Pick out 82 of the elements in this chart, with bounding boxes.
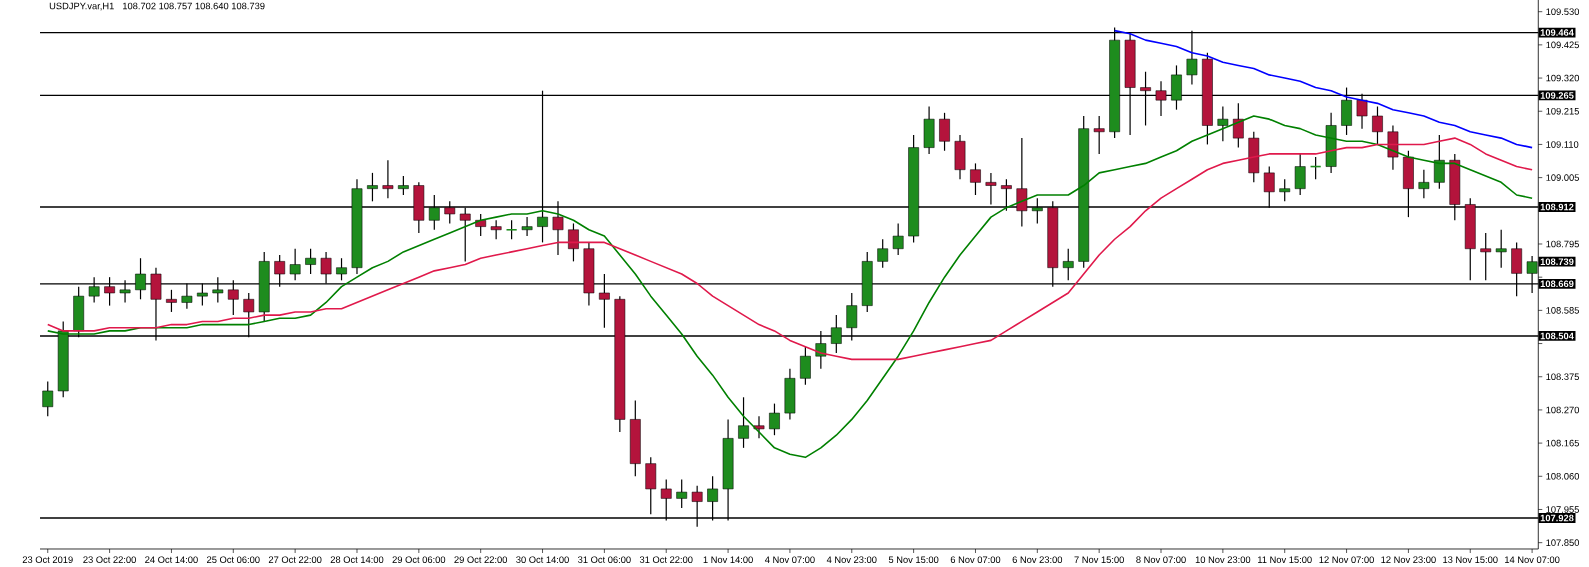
y-tick-label: 109.530 [1546, 8, 1580, 15]
ref-line-label: 109.265 [1540, 92, 1574, 99]
candlestick [1294, 153, 1306, 196]
candlestick [568, 222, 579, 262]
x-tick-label: 6 Nov 07:00 [950, 556, 1001, 563]
x-tick-label: 5 Nov 15:00 [888, 556, 939, 563]
x-tick-label: 25 Oct 06:00 [207, 556, 260, 563]
x-tick-label: 4 Nov 23:00 [826, 556, 877, 563]
y-tick-label: 109.425 [1546, 41, 1579, 49]
candlestick [1232, 102, 1244, 149]
line-series [1113, 29, 1533, 149]
x-tick-label: 23 Oct 22:00 [83, 556, 136, 563]
candlestick [166, 289, 177, 313]
y-tick-label: 108.795 [1546, 240, 1579, 248]
candlestick [521, 216, 533, 237]
ref-line-label: 108.504 [1540, 332, 1574, 340]
candlestick [753, 415, 765, 439]
text: 108.739 [1540, 258, 1574, 265]
y-tick-label: 108.165 [1546, 439, 1579, 447]
candlestick [1372, 105, 1383, 146]
ref-line-label: 108.912 [1540, 203, 1574, 211]
candlestick [1433, 134, 1445, 190]
candlestick [738, 396, 749, 449]
y-tick-label: 108.270 [1546, 406, 1580, 414]
y-tick-label: 107.955 [1546, 506, 1579, 513]
x-tick-label: 31 Oct 22:00 [639, 556, 693, 563]
y-tick-label: 107.850 [1546, 539, 1580, 546]
candlestick [800, 346, 811, 386]
candlestick [289, 248, 301, 281]
candlestick [1279, 178, 1291, 202]
candlestick [1093, 115, 1105, 155]
candlestick [877, 238, 889, 269]
candlestick [305, 248, 316, 275]
ref-line-label: 108.669 [1540, 280, 1574, 288]
candlestick [676, 478, 688, 509]
x-tick-label: 24 Oct 14:00 [145, 556, 198, 563]
x-tick-label: 13 Nov 15:00 [1443, 556, 1498, 563]
chart-title: USDJPY.var,H1 [49, 2, 114, 11]
candlestick [892, 222, 904, 256]
chart-subtitle: 108.702 108.757 108.640 108.739 [123, 2, 265, 10]
x-tick-label: 7 Nov 15:00 [1074, 556, 1124, 563]
candlestick [367, 172, 378, 202]
x-tick-label: 27 Oct 22:00 [268, 556, 322, 563]
x-tick-label: 1 Nov 14:00 [703, 556, 753, 563]
candlestick [1495, 229, 1507, 269]
y-tick-label: 109.320 [1546, 74, 1580, 82]
x-tick-label: 11 Nov 15:00 [1258, 556, 1312, 563]
y-tick-label: 108.585 [1546, 307, 1579, 314]
candlestick [505, 219, 518, 240]
x-tick-label: 10 Nov 23:00 [1195, 556, 1251, 563]
candlestick [42, 380, 54, 417]
x-tick-label: 31 Oct 06:00 [578, 556, 631, 563]
candlestick [985, 172, 997, 206]
y-tick-label: 108.375 [1546, 373, 1579, 381]
y-tick-label: 108.060 [1546, 473, 1580, 480]
y-tick-label: 109.110 [1546, 141, 1579, 148]
candlestick [1480, 232, 1492, 281]
candlestick [769, 403, 780, 436]
candlestick [382, 159, 394, 199]
y-tick-label: 109.005 [1546, 174, 1579, 181]
x-tick-label: 8 Nov 07:00 [1136, 556, 1186, 563]
y-tick-label: 109.215 [1546, 107, 1579, 115]
candlestick [490, 219, 502, 240]
ref-line-label: 109.464 [1540, 29, 1574, 36]
x-tick-label: 12 Nov 07:00 [1319, 556, 1374, 563]
candlestick [398, 175, 409, 196]
x-tick-label: 4 Nov 07:00 [764, 556, 815, 563]
candlestick [1418, 169, 1430, 199]
x-tick-label: 12 Nov 23:00 [1381, 556, 1436, 563]
candlestick [1217, 105, 1229, 142]
candlestick [1062, 248, 1074, 281]
x-tick-label: 29 Oct 06:00 [392, 556, 446, 563]
x-tick-label: 6 Nov 23:00 [1012, 556, 1063, 563]
candlestick [939, 112, 950, 152]
x-tick-label: 30 Oct 14:00 [516, 556, 569, 563]
ref-line-label: 107.928 [1540, 514, 1574, 522]
candlestick [970, 162, 981, 196]
x-tick-label: 28 Oct 14:00 [330, 556, 384, 563]
x-tick-label: 23 Oct 2019 [22, 556, 73, 563]
x-tick-label: 29 Oct 22:00 [454, 556, 508, 563]
candlestick [336, 257, 347, 281]
x-tick-label: 14 Nov 07:00 [1505, 556, 1560, 563]
